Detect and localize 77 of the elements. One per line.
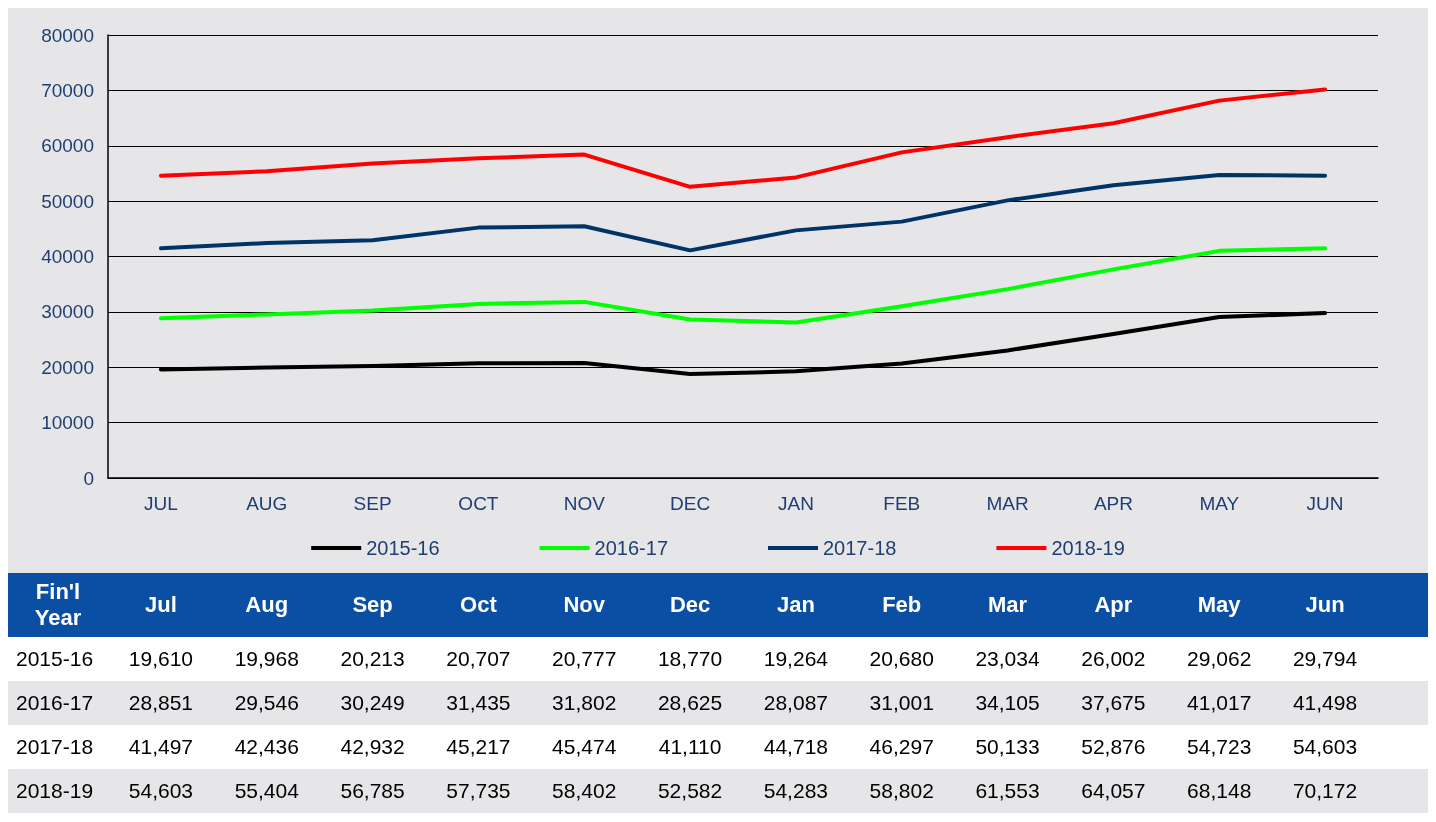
data-label: 56,785 bbox=[339, 778, 406, 804]
data-label: 19,610 bbox=[127, 646, 195, 672]
y-tick-label: 30000 bbox=[41, 301, 94, 323]
data-label: 57,735 bbox=[445, 778, 512, 804]
legend-label: 2015-16 bbox=[366, 537, 440, 559]
x-tick-label: AUG bbox=[246, 493, 288, 514]
data-label: 54,723 bbox=[1186, 734, 1253, 760]
data-label: 45,474 bbox=[551, 734, 618, 760]
y-tick-label: 10000 bbox=[41, 412, 94, 434]
data-label: 26,002 bbox=[1080, 646, 1147, 672]
data-label: 29,546 bbox=[233, 690, 300, 716]
data-label: 28,087 bbox=[762, 690, 829, 716]
data-label: 44,718 bbox=[762, 734, 829, 760]
text: 2018-19 bbox=[16, 779, 94, 802]
data-label: 37,675 bbox=[1080, 690, 1147, 716]
data-label: 29,062 bbox=[1186, 646, 1253, 672]
data-label: 41,110 bbox=[657, 734, 723, 760]
data-label: 41,017 bbox=[1186, 690, 1253, 716]
data-label: 54,603 bbox=[1291, 734, 1359, 760]
x-tick-label: DEC bbox=[670, 493, 711, 514]
data-label: 52,582 bbox=[656, 778, 724, 804]
data-label: 19,264 bbox=[762, 646, 829, 672]
x-tick-label: SEP bbox=[353, 493, 392, 514]
data-label: 19,968 bbox=[233, 646, 300, 672]
data-label: 20,213 bbox=[339, 646, 406, 672]
data-label: 52,876 bbox=[1080, 734, 1147, 760]
x-tick-label: MAR bbox=[986, 493, 1029, 514]
data-label: 54,283 bbox=[762, 778, 829, 804]
data-label: 68,148 bbox=[1186, 778, 1253, 804]
legend-label: 2016-17 bbox=[594, 537, 669, 559]
data-label: 34,105 bbox=[974, 690, 1041, 716]
data-label: 23,034 bbox=[974, 646, 1041, 672]
data-label: 42,932 bbox=[339, 734, 406, 760]
text: 2016-17 bbox=[16, 691, 94, 714]
text: 2017-18 bbox=[16, 735, 94, 758]
y-tick-label: 40000 bbox=[41, 246, 94, 267]
y-tick-label: 70000 bbox=[41, 79, 94, 101]
data-label: 20,680 bbox=[868, 646, 935, 672]
data-label: 46,297 bbox=[868, 734, 935, 760]
data-label: 45,217 bbox=[445, 734, 512, 760]
legend-label: 2018-19 bbox=[1051, 537, 1125, 559]
data-label: 31,001 bbox=[868, 690, 935, 716]
x-tick-label: NOV bbox=[563, 493, 606, 514]
data-label: 58,402 bbox=[551, 778, 618, 804]
data-label: 58,802 bbox=[868, 778, 935, 804]
x-tick-label: OCT bbox=[458, 493, 499, 514]
data-label: 31,435 bbox=[445, 690, 512, 716]
data-label: 31,802 bbox=[551, 690, 618, 716]
x-tick-label: APR bbox=[1093, 493, 1133, 514]
data-label: 20,777 bbox=[551, 646, 618, 672]
y-tick-label: 80000 bbox=[41, 24, 94, 46]
y-tick-label: 0 bbox=[83, 467, 94, 489]
data-label: 41,497 bbox=[127, 734, 195, 760]
data-label: 29,794 bbox=[1291, 646, 1359, 672]
y-tick-label: 60000 bbox=[41, 135, 94, 157]
x-tick-label: JUN bbox=[1306, 493, 1344, 514]
data-label: 28,625 bbox=[656, 690, 724, 716]
data-label: 61,553 bbox=[974, 778, 1041, 804]
x-tick-label: MAY bbox=[1199, 493, 1240, 514]
data-label: 42,436 bbox=[233, 734, 300, 760]
data-label: 54,603 bbox=[127, 778, 195, 804]
data-label: 64,057 bbox=[1080, 778, 1147, 804]
data-label: 28,851 bbox=[127, 690, 195, 716]
data-label: 18,770 bbox=[656, 646, 724, 672]
data-label: 41,498 bbox=[1291, 690, 1359, 716]
data-label: 55,404 bbox=[233, 778, 300, 804]
x-tick-label: JUL bbox=[144, 493, 178, 514]
text: 2015-16 bbox=[16, 647, 94, 670]
data-label: 50,133 bbox=[974, 734, 1041, 760]
data-label: 20,707 bbox=[445, 646, 512, 672]
data-label: 70,172 bbox=[1291, 778, 1359, 804]
y-tick-label: 20000 bbox=[41, 356, 94, 378]
x-tick-label: FEB bbox=[883, 493, 921, 514]
data-label: 30,249 bbox=[339, 690, 406, 716]
y-tick-label: 50000 bbox=[41, 190, 94, 212]
x-tick-label: JAN bbox=[777, 493, 814, 514]
legend-label: 2017-18 bbox=[823, 537, 897, 559]
